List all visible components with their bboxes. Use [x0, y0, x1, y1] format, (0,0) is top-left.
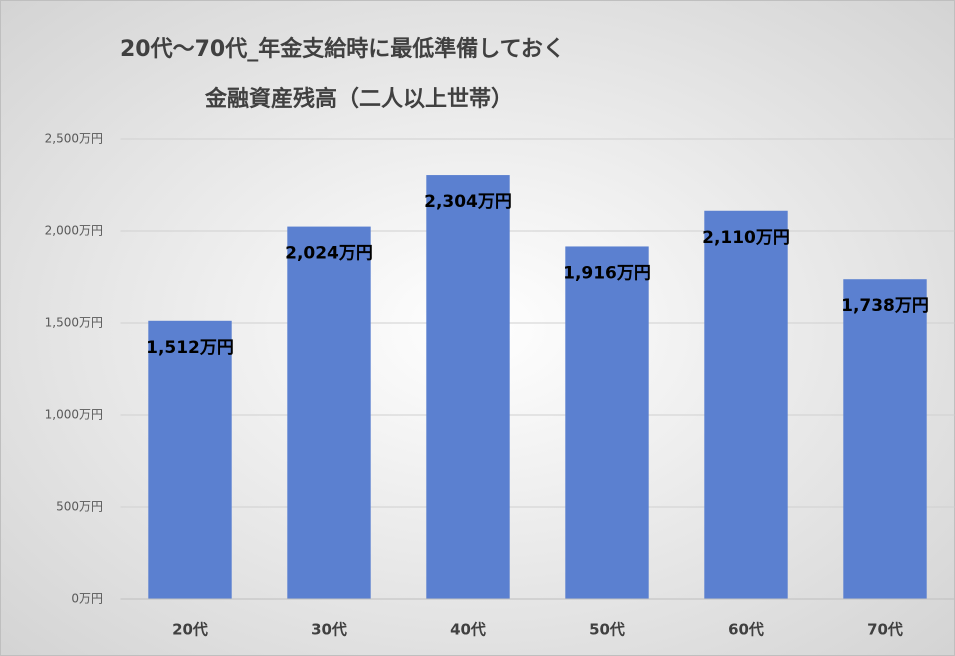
data-label: 1,738万円 [841, 296, 929, 316]
bar [565, 246, 649, 599]
data-label: 2,110万円 [702, 228, 790, 248]
chart-title: 金融資産残高（二人以上世帯） [204, 86, 513, 112]
data-label: 1,916万円 [563, 263, 651, 283]
y-tick-label: 1,500万円 [45, 316, 103, 330]
x-tick-label: 50代 [589, 621, 625, 639]
y-tick-label: 2,500万円 [45, 132, 103, 146]
x-tick-label: 20代 [172, 621, 208, 639]
y-tick-label: 1,000万円 [45, 408, 103, 422]
x-tick-label: 30代 [311, 621, 347, 639]
y-tick-label: 2,000万円 [45, 224, 103, 238]
data-label: 2,304万円 [424, 192, 512, 212]
bar [426, 175, 510, 599]
x-tick-label: 60代 [728, 621, 764, 639]
data-label: 2,024万円 [285, 244, 373, 264]
bar [148, 320, 232, 599]
bar [287, 226, 371, 600]
y-tick-label: 0万円 [71, 592, 103, 606]
data-label: 1,512万円 [146, 338, 234, 358]
x-tick-label: 70代 [867, 621, 903, 639]
y-tick-label: 500万円 [56, 500, 103, 514]
x-tick-label: 40代 [450, 621, 486, 639]
bar [843, 279, 927, 599]
chart-title: 20代～70代_年金支給時に最低準備しておく [120, 36, 565, 62]
bar [704, 210, 788, 599]
